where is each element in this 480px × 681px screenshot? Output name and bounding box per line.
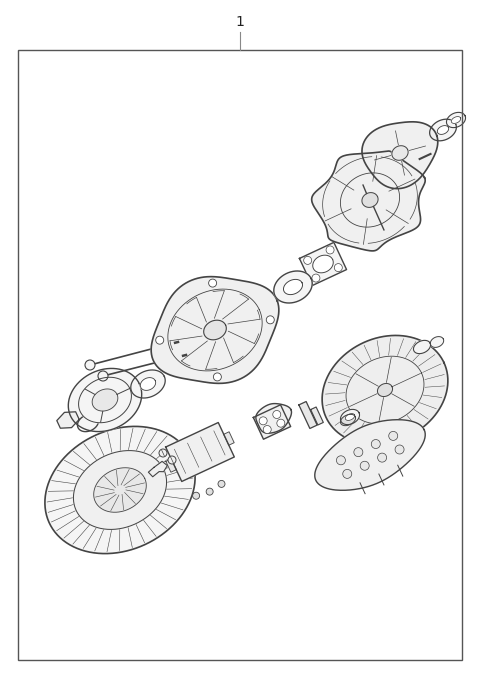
Polygon shape — [446, 112, 466, 127]
Polygon shape — [94, 468, 146, 512]
Polygon shape — [345, 413, 355, 420]
Circle shape — [159, 449, 167, 457]
Circle shape — [263, 426, 271, 434]
Circle shape — [266, 316, 274, 324]
Polygon shape — [340, 414, 356, 426]
Circle shape — [192, 492, 200, 499]
Circle shape — [354, 447, 363, 457]
Polygon shape — [45, 426, 195, 554]
Circle shape — [336, 456, 346, 465]
Polygon shape — [224, 432, 234, 445]
Bar — [18, 50, 462, 660]
Circle shape — [168, 456, 176, 464]
Polygon shape — [322, 336, 448, 445]
Polygon shape — [392, 146, 408, 160]
Polygon shape — [311, 407, 324, 425]
Polygon shape — [79, 377, 132, 423]
Polygon shape — [430, 119, 456, 141]
Polygon shape — [92, 389, 118, 411]
Circle shape — [378, 453, 386, 462]
Polygon shape — [313, 255, 333, 273]
Polygon shape — [315, 419, 425, 490]
Polygon shape — [256, 404, 291, 433]
Polygon shape — [362, 193, 378, 208]
Polygon shape — [68, 368, 142, 432]
Circle shape — [214, 373, 221, 381]
Circle shape — [98, 371, 108, 381]
Circle shape — [273, 411, 281, 419]
Circle shape — [277, 419, 285, 427]
Polygon shape — [299, 402, 317, 428]
Circle shape — [85, 360, 95, 370]
Polygon shape — [451, 116, 461, 123]
Polygon shape — [131, 370, 165, 398]
Polygon shape — [166, 422, 234, 481]
Circle shape — [218, 480, 225, 488]
Circle shape — [334, 264, 342, 272]
Polygon shape — [312, 151, 425, 251]
Circle shape — [209, 279, 216, 287]
Polygon shape — [413, 340, 431, 353]
Circle shape — [343, 469, 352, 478]
Polygon shape — [151, 276, 279, 383]
Polygon shape — [204, 320, 226, 340]
Polygon shape — [284, 279, 302, 295]
Circle shape — [304, 256, 312, 264]
Circle shape — [389, 431, 398, 441]
Circle shape — [395, 445, 404, 454]
Circle shape — [259, 417, 267, 425]
Circle shape — [312, 274, 320, 282]
Polygon shape — [148, 461, 168, 477]
Polygon shape — [274, 271, 312, 303]
Polygon shape — [377, 383, 393, 396]
Polygon shape — [300, 242, 347, 285]
Polygon shape — [166, 459, 176, 472]
Polygon shape — [57, 412, 79, 428]
Text: 1: 1 — [236, 15, 244, 29]
Polygon shape — [340, 409, 360, 425]
Polygon shape — [140, 377, 156, 390]
Polygon shape — [437, 125, 449, 134]
Polygon shape — [253, 405, 291, 439]
Circle shape — [156, 336, 164, 344]
Polygon shape — [73, 451, 167, 529]
Polygon shape — [430, 336, 444, 347]
Circle shape — [326, 246, 334, 254]
Circle shape — [360, 461, 369, 471]
Circle shape — [206, 488, 213, 495]
Polygon shape — [362, 122, 438, 189]
Circle shape — [372, 439, 380, 449]
